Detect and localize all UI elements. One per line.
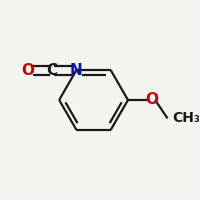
Text: N: N (70, 63, 83, 78)
Text: CH₃: CH₃ (172, 111, 200, 125)
Text: O: O (22, 63, 35, 78)
Text: C: C (47, 63, 58, 78)
Text: O: O (146, 92, 159, 108)
